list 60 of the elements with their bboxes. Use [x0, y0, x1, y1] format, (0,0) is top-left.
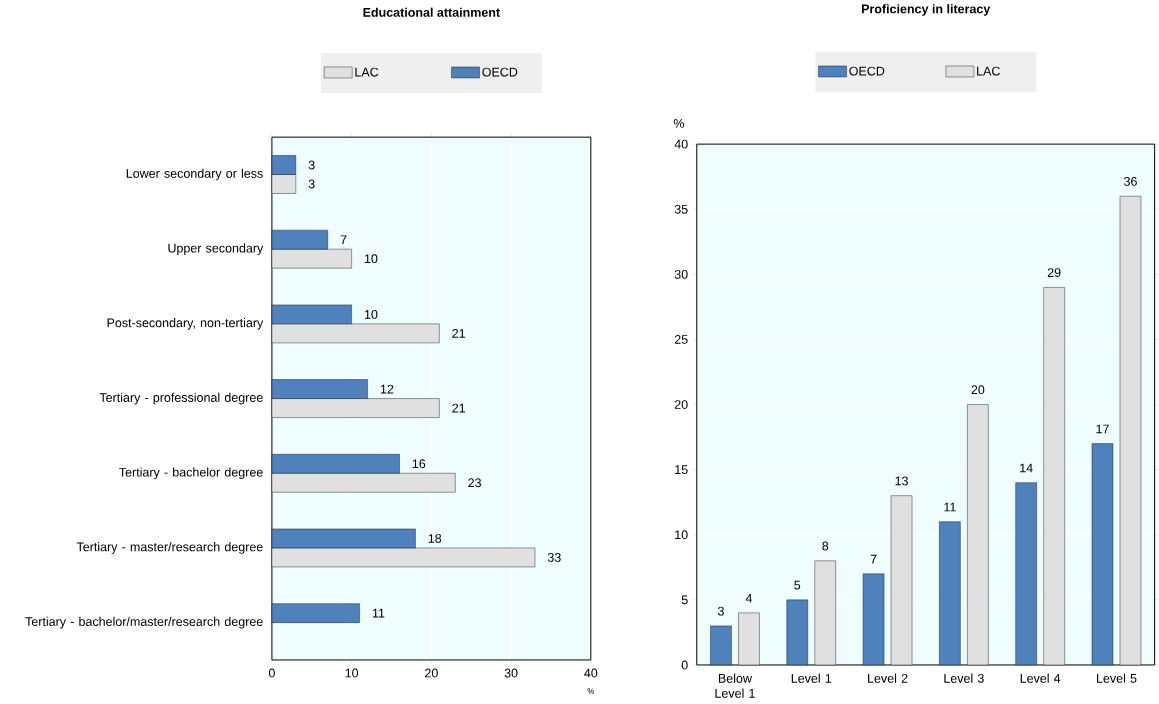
x-axis-title: % [587, 688, 595, 694]
data-label: 23 [468, 478, 481, 488]
data-label: 11 [372, 608, 385, 618]
y-tick-label: 5 [681, 595, 688, 605]
data-label: 33 [547, 553, 561, 562]
legend-label: OECD [482, 67, 518, 77]
x-tick-label: Level 4 [1020, 673, 1061, 683]
x-tick-label: 30 [504, 668, 518, 678]
y-tick-label: 40 [674, 139, 688, 149]
x-tick-label: Level 1 [791, 673, 832, 683]
y-tick-label: Upper secondary [168, 243, 264, 256]
x-tick-label: Level 5 [1097, 673, 1137, 683]
y-tick-label: 25 [674, 335, 688, 344]
legend-label: OECD [849, 66, 885, 76]
x-tick-label: 10 [345, 668, 359, 678]
data-label: 20 [971, 385, 985, 395]
y-tick-label: 35 [674, 204, 688, 214]
y-tick-label: Tertiary - master/research degree [76, 542, 263, 554]
data-label: 18 [428, 534, 442, 543]
y-tick-label: 10 [675, 530, 688, 540]
y-tick-label: 0 [681, 660, 688, 670]
y-tick-label: Post-secondary, non-tertiary [107, 318, 264, 330]
x-tick-label: Level 3 [944, 673, 984, 683]
chart-title: Proficiency in literacy [861, 4, 991, 16]
y-axis-title: % [673, 119, 684, 128]
y-tick-label: Lower secondary or less [126, 168, 263, 181]
chart-title: Educational attainment [363, 7, 500, 17]
data-label: 17 [1096, 424, 1109, 434]
y-tick-label: 20 [674, 400, 688, 409]
legend-label: LAC [977, 66, 1000, 76]
x-tick-label: 40 [584, 668, 598, 678]
data-label: 3 [308, 160, 315, 170]
data-label: 21 [452, 403, 465, 413]
legend-label: LAC [355, 67, 379, 77]
x-tick-label: 0 [268, 668, 275, 678]
data-label: 21 [452, 329, 465, 338]
data-label: 11 [944, 502, 956, 512]
x-tick-label: 20 [425, 668, 438, 678]
data-label: 5 [794, 580, 801, 590]
data-label: 14 [1020, 463, 1033, 473]
data-label: 7 [340, 235, 347, 244]
data-label: 13 [895, 476, 908, 486]
x-tick-label: Level 2 [868, 673, 908, 683]
data-label: 3 [308, 179, 315, 189]
data-label: 29 [1047, 268, 1061, 278]
y-tick-label: Tertiary - bachelor/master/research degree [25, 616, 263, 629]
y-tick-label: Tertiary - bachelor degree [119, 467, 263, 480]
data-label: 3 [717, 606, 724, 616]
data-label: 10 [364, 309, 378, 319]
y-tick-label: Tertiary - professional degree [99, 392, 263, 405]
data-label: 16 [412, 459, 426, 469]
data-label: 12 [380, 384, 394, 394]
y-tick-label: 30 [674, 269, 688, 279]
data-label: 36 [1124, 177, 1137, 186]
data-label: 7 [870, 554, 877, 564]
data-label: 10 [364, 254, 378, 264]
x-tick-label: Below Level 1 [715, 673, 755, 698]
data-label: 8 [822, 541, 829, 551]
y-tick-label: 15 [675, 465, 688, 475]
data-label: 4 [745, 593, 753, 603]
